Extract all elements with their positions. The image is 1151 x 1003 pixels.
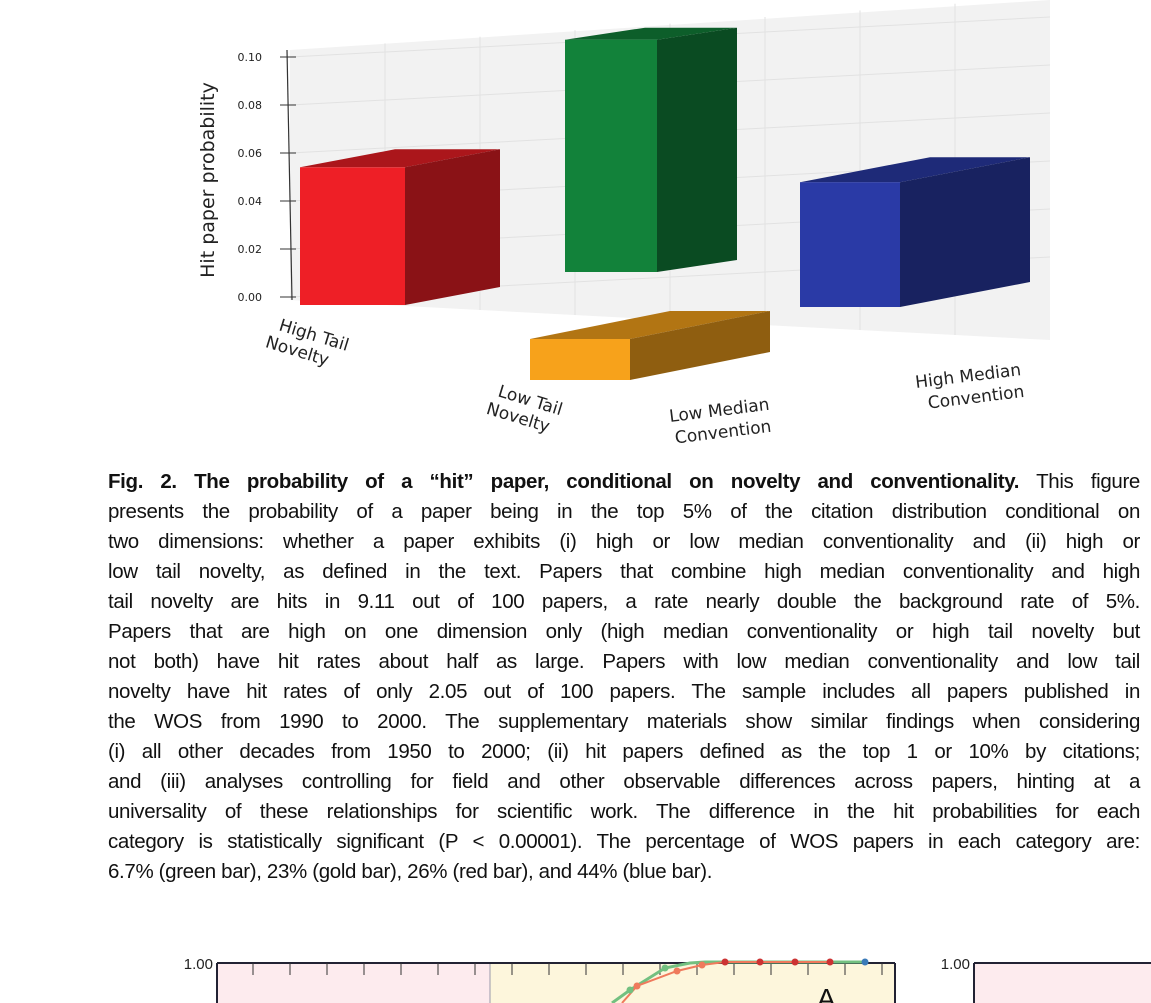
bar-side-face — [657, 27, 737, 272]
hit-probability-3d-bar-chart: 0.00 0.02 0.04 0.06 0.08 0.10 Hit paper proba… — [197, 0, 1051, 449]
bar — [565, 27, 737, 272]
data-point — [826, 958, 834, 966]
bar-side-face — [405, 149, 500, 305]
y-tick-label: 0.06 — [238, 147, 263, 160]
data-point — [626, 986, 634, 994]
caption-line: Fig. 2. The probability of a “hit” paper… — [108, 467, 1140, 497]
caption-line: Papers that are high on one dimension on… — [108, 620, 1140, 643]
pink-region-right — [974, 963, 1151, 1003]
caption-line: universality of these relationships for … — [108, 800, 1140, 823]
caption-line: novelty have hit rates of only 2.05 out … — [108, 680, 1140, 703]
data-point — [861, 958, 869, 966]
bar — [300, 149, 500, 305]
bar-front-face — [530, 339, 630, 380]
caption-line: (i) all other decades from 1950 to 2000;… — [108, 740, 1140, 763]
data-point — [791, 958, 799, 966]
data-point — [633, 982, 641, 990]
pink-region — [217, 963, 490, 1003]
figure-caption: Fig. 2. The probability of a “hit” paper… — [108, 467, 1140, 887]
data-points — [626, 958, 869, 994]
y-axis-line — [286, 49, 293, 301]
x-label-high-tail: High Tail Novelty — [263, 316, 351, 371]
next-figure-partial: 1.00 A 1.00 — [184, 956, 1151, 1003]
bar-side-face — [900, 157, 1030, 307]
right-ytick-label: 1.00 — [941, 956, 970, 973]
y-tick-label: 0.04 — [238, 195, 263, 208]
caption-line: tail novelty are hits in 9.11 out of 100… — [108, 590, 1140, 613]
y-tick-label: 0.00 — [238, 291, 263, 304]
caption-line: low tail novelty, as defined in the text… — [108, 560, 1140, 583]
y-tick-label: 0.08 — [238, 99, 263, 112]
bar-top-face — [300, 149, 500, 168]
x-label-high-median: High Median Convention — [914, 360, 1025, 413]
caption-line: 6.7% (green bar), 23% (gold bar), 26% (r… — [108, 860, 713, 883]
bar-side-face — [630, 311, 770, 380]
caption-line: and (iii) analyses controlling for field… — [108, 770, 1140, 793]
data-point — [721, 958, 729, 966]
bar-front-face — [800, 182, 900, 307]
caption-line: two dimensions: whether a paper exhibits… — [108, 530, 1140, 553]
bar-front-face — [565, 39, 657, 272]
data-point — [673, 967, 681, 975]
y-axis-label: Hit paper probability — [197, 82, 219, 278]
bar-top-face — [565, 27, 737, 40]
x-label-low-tail: Low Tail Novelty — [484, 382, 565, 438]
orange-series — [621, 961, 830, 1003]
y-tick-label: 0.10 — [238, 51, 263, 64]
yellow-region — [490, 963, 895, 1003]
bar-top-face — [530, 311, 770, 339]
left-ytick-label: 1.00 — [184, 956, 213, 973]
caption-line: the WOS from 1990 to 2000. The supplemen… — [108, 710, 1140, 733]
x-label-low-median: Low Median Convention — [668, 395, 772, 449]
data-point — [661, 964, 669, 972]
bars — [300, 27, 1030, 380]
data-point — [756, 958, 764, 966]
bar — [530, 311, 770, 380]
caption-line: category is statistically significant (P… — [108, 830, 1140, 853]
bar-front-face — [300, 167, 405, 305]
caption-text: This figure — [1019, 470, 1140, 493]
panel-letter: A — [817, 983, 836, 1003]
caption-line: presents the probability of a paper bein… — [108, 500, 1140, 523]
y-axis: 0.00 0.02 0.04 0.06 0.08 0.10 — [238, 49, 296, 304]
caption-title: Fig. 2. The probability of a “hit” paper… — [108, 470, 1020, 493]
bar — [800, 157, 1030, 307]
bar-top-face — [800, 157, 1030, 183]
data-point — [698, 961, 706, 969]
caption-line: not both) have hit rates about half as l… — [108, 650, 1140, 673]
y-tick-label: 0.02 — [238, 243, 263, 256]
